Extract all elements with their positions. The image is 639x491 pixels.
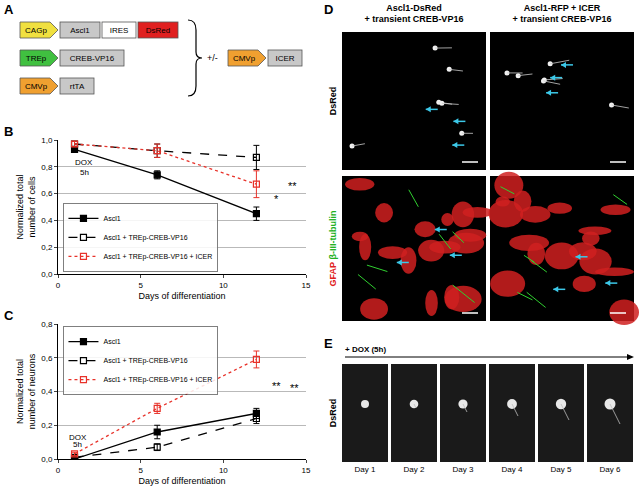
svg-text:DOX: DOX — [69, 433, 87, 442]
svg-text:Ascl1 + TREp-CREB-VP16: Ascl1 + TREp-CREB-VP16 — [103, 234, 187, 242]
svg-text:TREp: TREp — [26, 54, 47, 63]
svg-text:CAGp: CAGp — [25, 26, 47, 35]
svg-text:0,2: 0,2 — [41, 243, 53, 252]
svg-text:Ascl1 + TREp-CREB-VP16 + ICER: Ascl1 + TREp-CREB-VP16 + ICER — [103, 253, 212, 261]
svg-text:Day 5: Day 5 — [551, 465, 572, 474]
svg-text:A: A — [4, 2, 14, 17]
svg-text:C: C — [4, 308, 14, 323]
svg-text:DOX: DOX — [75, 158, 93, 167]
svg-text:GFAP β-III-tubulin: GFAP β-III-tubulin — [328, 211, 338, 287]
svg-text:0,8: 0,8 — [41, 163, 53, 172]
svg-text:Ascl1: Ascl1 — [70, 26, 90, 35]
svg-text:CMVp: CMVp — [233, 54, 256, 63]
svg-text:+ transient CREB-VP16: + transient CREB-VP16 — [513, 14, 612, 24]
svg-text:0,4: 0,4 — [41, 387, 53, 396]
svg-text:5h: 5h — [80, 168, 89, 177]
svg-text:+ DOX (5h): + DOX (5h) — [345, 345, 386, 354]
svg-text:Days of differentiation: Days of differentiation — [139, 476, 226, 486]
svg-text:**: ** — [288, 180, 297, 192]
svg-text:DsRed: DsRed — [328, 399, 338, 428]
svg-text:rtTA: rtTA — [70, 82, 85, 91]
svg-text:0,0: 0,0 — [41, 455, 53, 464]
svg-text:Normalized totalnumber of neur: Normalized totalnumber of neurons — [15, 353, 37, 429]
svg-text:ICER: ICER — [275, 54, 294, 63]
svg-text:Day 4: Day 4 — [502, 465, 523, 474]
svg-text:Ascl1: Ascl1 — [103, 338, 120, 345]
svg-text:1,0: 1,0 — [41, 136, 53, 145]
svg-text:DsRed: DsRed — [146, 26, 170, 35]
svg-text:Day 3: Day 3 — [453, 465, 474, 474]
svg-text:**: ** — [272, 380, 281, 392]
svg-text:0,0: 0,0 — [41, 270, 53, 279]
svg-text:5: 5 — [138, 466, 143, 475]
svg-text:10: 10 — [219, 466, 228, 475]
svg-text:IRES: IRES — [110, 26, 129, 35]
svg-text:0,2: 0,2 — [41, 421, 53, 430]
svg-text:*: * — [274, 193, 279, 205]
svg-text:CREB-VP16: CREB-VP16 — [70, 54, 115, 63]
svg-text:B: B — [4, 124, 13, 139]
svg-text:Day 1: Day 1 — [355, 465, 376, 474]
svg-text:E: E — [324, 336, 333, 351]
svg-text:0,6: 0,6 — [41, 354, 53, 363]
svg-text:Day 2: Day 2 — [404, 465, 425, 474]
svg-text:**: ** — [290, 382, 299, 394]
svg-text:Ascl1: Ascl1 — [103, 215, 120, 222]
svg-text:+/-: +/- — [207, 53, 218, 63]
svg-text:15: 15 — [302, 466, 311, 475]
svg-text:Ascl1-DsRed: Ascl1-DsRed — [386, 3, 442, 13]
svg-text:0,4: 0,4 — [41, 216, 53, 225]
svg-text:DsRed: DsRed — [328, 87, 338, 116]
svg-text:Ascl1 + TREp-CREB-VP16 + ICER: Ascl1 + TREp-CREB-VP16 + ICER — [103, 376, 212, 384]
svg-text:Day 6: Day 6 — [600, 465, 621, 474]
svg-text:Days of differentiation: Days of differentiation — [139, 291, 226, 301]
svg-text:5h: 5h — [73, 440, 82, 449]
svg-text:+ transient CREB-VP16: + transient CREB-VP16 — [365, 14, 464, 24]
svg-text:Ascl1 + TREp-CREB-VP16: Ascl1 + TREp-CREB-VP16 — [103, 357, 187, 365]
svg-text:Ascl1-RFP + ICER: Ascl1-RFP + ICER — [524, 3, 601, 13]
svg-text:0: 0 — [56, 281, 61, 290]
svg-text:D: D — [324, 2, 333, 17]
svg-text:Normalized totalnumber of cell: Normalized totalnumber of cells — [15, 174, 37, 239]
svg-text:0,8: 0,8 — [41, 320, 53, 329]
svg-text:0,6: 0,6 — [41, 189, 53, 198]
svg-text:15: 15 — [302, 281, 311, 290]
svg-text:5: 5 — [138, 281, 143, 290]
svg-text:10: 10 — [219, 281, 228, 290]
svg-text:CMVp: CMVp — [25, 82, 48, 91]
svg-text:0: 0 — [56, 466, 61, 475]
